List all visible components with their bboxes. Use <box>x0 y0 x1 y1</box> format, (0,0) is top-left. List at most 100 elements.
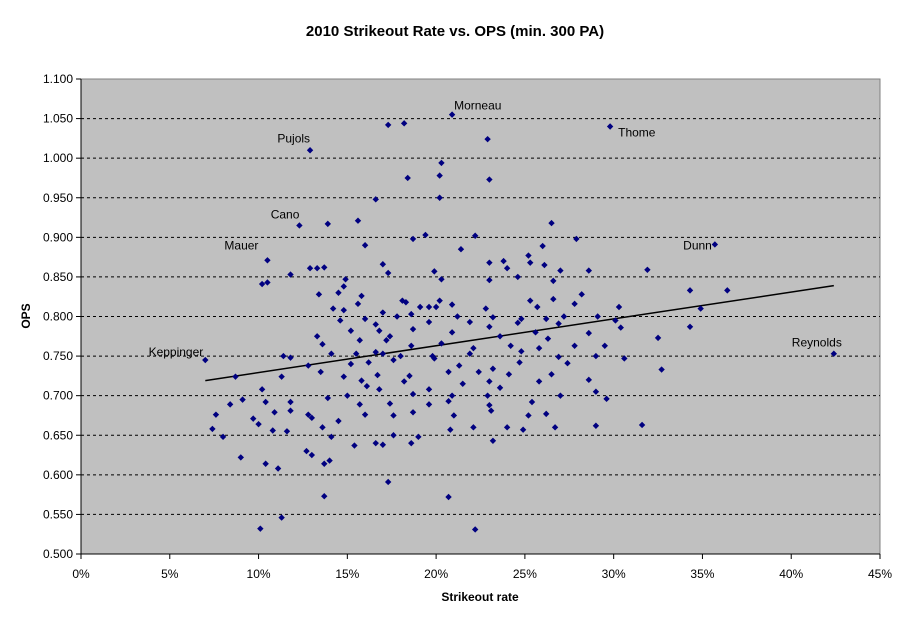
data-point <box>390 432 397 439</box>
data-point <box>550 277 557 285</box>
data-point <box>486 323 493 330</box>
data-point <box>400 378 408 385</box>
data-point <box>308 451 316 459</box>
data-point <box>585 376 593 384</box>
data-point <box>361 242 369 249</box>
data-point <box>296 222 303 229</box>
data-point <box>438 340 445 347</box>
data-point <box>340 373 347 380</box>
data-point <box>342 276 349 283</box>
data-point <box>372 439 379 447</box>
data-point <box>638 421 646 429</box>
data-point <box>447 426 454 433</box>
data-point <box>525 412 532 419</box>
data-point <box>363 382 371 390</box>
data-point <box>321 493 328 500</box>
data-point <box>408 310 415 318</box>
data-point <box>408 342 415 349</box>
y-tick-label: 0.600 <box>43 468 73 482</box>
data-point <box>232 373 239 380</box>
data-point <box>436 172 443 179</box>
data-point <box>573 235 580 243</box>
data-point <box>507 342 514 349</box>
data-point <box>466 350 474 357</box>
data-point <box>527 259 534 266</box>
data-point <box>470 344 477 352</box>
data-point <box>212 411 220 418</box>
data-point <box>450 412 458 419</box>
data-point <box>514 273 521 281</box>
data-point <box>528 398 536 406</box>
data-point <box>425 303 433 311</box>
data-point <box>328 350 335 357</box>
data-point <box>393 313 401 320</box>
data-point <box>686 287 694 294</box>
data-point <box>535 378 543 385</box>
data-point <box>287 354 294 361</box>
data-point <box>313 265 321 272</box>
data-point <box>541 261 548 269</box>
x-axis-title: Strikeout rate <box>441 590 519 604</box>
data-point <box>305 362 312 369</box>
data-point <box>438 276 445 283</box>
data-point <box>486 378 493 385</box>
data-point <box>258 386 266 393</box>
data-point <box>470 424 477 431</box>
point-annotation: Pujols <box>277 131 310 145</box>
data-point <box>525 252 532 259</box>
data-point <box>376 327 383 334</box>
point-annotation: Cano <box>271 207 300 221</box>
data-point <box>278 373 285 380</box>
data-point <box>328 433 335 441</box>
data-point <box>303 447 310 455</box>
data-point <box>351 442 358 449</box>
data-point <box>459 380 466 387</box>
x-tick-label: 0% <box>72 567 90 581</box>
data-point <box>340 283 347 290</box>
data-point <box>578 291 585 298</box>
data-point <box>305 411 312 418</box>
data-point <box>335 417 342 425</box>
axes: 0.500 0.550 0.600 0.650 0.700 0.750 0.800 0.850… <box>43 72 892 581</box>
data-point <box>202 356 209 364</box>
data-point <box>518 315 525 323</box>
point-annotation: Morneau <box>454 99 501 113</box>
data-point <box>585 329 593 337</box>
data-point <box>313 333 321 340</box>
data-point <box>425 386 433 393</box>
data-point <box>606 123 614 130</box>
data-point <box>830 350 838 357</box>
data-point <box>324 220 332 228</box>
gridlines <box>81 118 880 515</box>
data-point <box>379 261 387 268</box>
data-point <box>409 325 417 333</box>
x-tick-label: 20% <box>424 567 448 581</box>
data-point <box>372 348 379 356</box>
data-point <box>400 120 408 127</box>
data-point <box>448 111 456 118</box>
y-tick-label: 0.900 <box>43 230 73 244</box>
data-point <box>250 415 257 422</box>
data-point <box>408 439 415 447</box>
point-annotation: Dunn <box>683 238 712 252</box>
data-point <box>306 147 314 154</box>
data-point <box>454 313 461 320</box>
data-points <box>202 111 838 533</box>
data-point <box>274 465 282 472</box>
data-point <box>514 319 521 327</box>
data-point <box>390 356 397 364</box>
data-point <box>617 324 624 331</box>
data-point <box>555 353 562 361</box>
data-point <box>455 362 463 369</box>
data-point <box>594 313 601 320</box>
data-point <box>287 398 294 406</box>
data-point <box>548 219 555 227</box>
y-tick-label: 0.750 <box>43 349 73 363</box>
data-point <box>564 360 571 367</box>
data-point <box>262 398 269 406</box>
data-point <box>431 268 438 275</box>
y-tick-label: 1.050 <box>43 112 73 126</box>
data-point <box>409 235 417 243</box>
data-point <box>287 407 294 414</box>
y-axis-title: OPS <box>19 303 33 328</box>
